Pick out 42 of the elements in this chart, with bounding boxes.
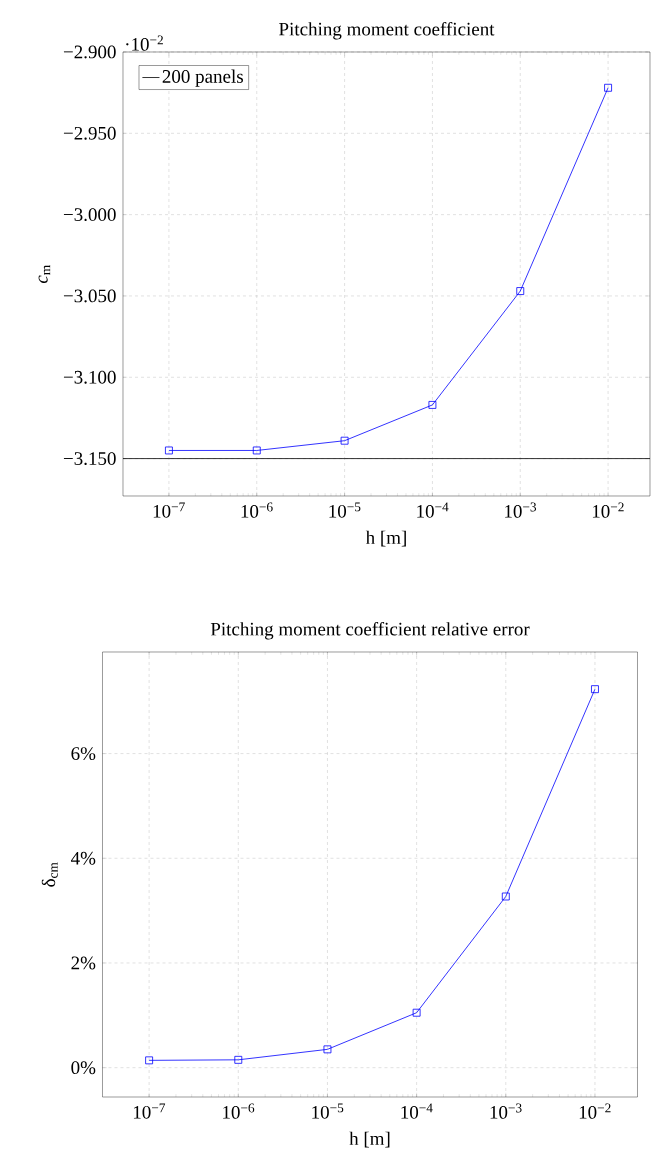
point — [323, 1045, 332, 1054]
y-tick-label: 4% — [71, 851, 96, 865]
chart-title: Pitching moment coefficient relative error — [210, 621, 530, 640]
point — [234, 1055, 243, 1064]
x-axis-title: h [m] — [349, 1131, 390, 1148]
y-tick-label: −2.900 — [63, 45, 116, 59]
x-tick-label: 10$^{−6}$ — [223, 1103, 255, 1119]
point — [165, 446, 173, 455]
x-tick-label: 10$^{−5}$ — [329, 502, 361, 518]
y-tick-label: −3.000 — [63, 208, 116, 222]
point — [145, 1056, 154, 1065]
point — [591, 685, 599, 694]
x-tick-label: 10$^{−4}$ — [401, 1103, 433, 1119]
x-tick-label: 10$^{−3}$ — [490, 1103, 522, 1119]
point — [412, 1008, 421, 1017]
y-tick-label: −3.150 — [63, 452, 116, 466]
y-tick-label: −3.100 — [63, 370, 116, 384]
point — [501, 892, 510, 901]
y-tick-label: −3.050 — [63, 289, 116, 303]
point — [252, 446, 261, 455]
x-tick-label: 10$^{−4}$ — [417, 502, 449, 518]
x-axis-title: h [m] — [365, 530, 406, 547]
y-tick-label: 6% — [71, 747, 96, 761]
y-axis-title: δ$_{cm}$ — [41, 862, 58, 887]
y-tick-label: −2.950 — [63, 126, 116, 140]
point — [516, 287, 525, 295]
x-tick-label: 10$^{−3}$ — [505, 502, 537, 518]
point — [340, 436, 349, 445]
y-tick-label: 0% — [71, 1061, 96, 1075]
chart-title: Pitching moment coefficient — [279, 21, 495, 40]
x-tick-label: 10$^{−7}$ — [133, 1103, 166, 1119]
x-tick-label: 10$^{−2}$ — [592, 502, 624, 518]
x-tick-label: 10$^{−2}$ — [579, 1103, 611, 1119]
y-axis-title: c$_{m}$ — [38, 265, 51, 284]
x-tick-label: 10$^{−5}$ — [312, 1103, 344, 1119]
y-tick-label: 2% — [71, 956, 96, 970]
point — [604, 83, 612, 92]
x-tick-label: 10$^{−6}$ — [241, 502, 273, 518]
x-tick-label: 10$^{−7}$ — [153, 502, 185, 518]
legend-label: 200 panels — [162, 69, 243, 87]
text: ·10$^{−2}$ — [126, 35, 163, 51]
point — [428, 401, 437, 409]
